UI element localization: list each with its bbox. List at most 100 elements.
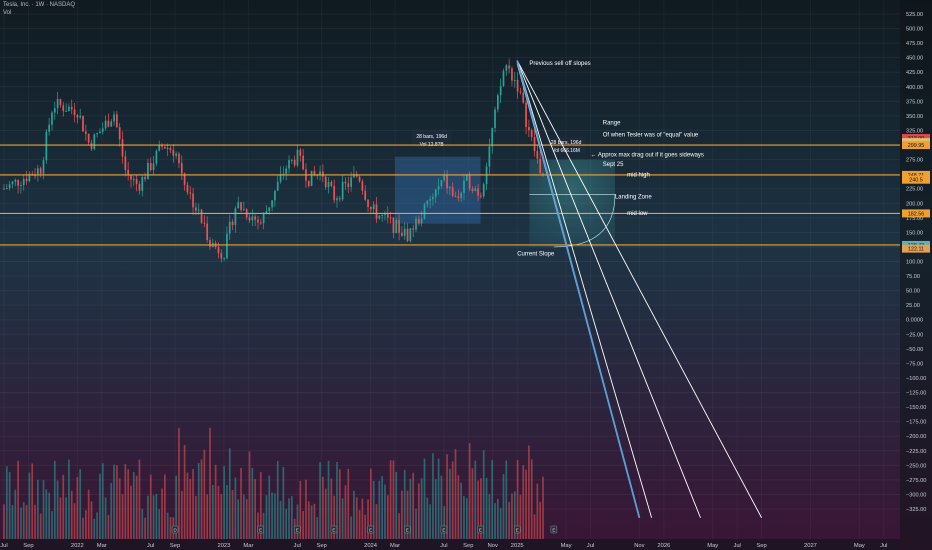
volume-bar [285, 508, 288, 539]
volume-bar [341, 498, 344, 539]
measure-label: 28 bars, 196d [551, 140, 582, 146]
price-tick-label: 175.00 [906, 216, 923, 222]
volume-bar [482, 450, 485, 539]
volume-bars [3, 427, 544, 539]
candle-body [138, 184, 141, 191]
price-tick-label: 275.00 [906, 158, 923, 164]
candle-body [429, 199, 431, 201]
candle-body [149, 162, 152, 171]
candle-body [197, 209, 200, 211]
chart-annotation: Of when Tesler was of "equal" value [603, 132, 699, 138]
price-axis[interactable]: 525.00 500.00 475.00 450.00 425.00 400.00 375.… [906, 12, 926, 513]
chart-annotation: Landing Zone [615, 195, 652, 201]
volume-bar [68, 459, 70, 539]
volume-bar [322, 476, 324, 539]
candle-body [417, 218, 420, 224]
volume-bar [471, 468, 474, 539]
time-axis-panel [0, 539, 900, 550]
candle-body [206, 223, 209, 241]
candle-body [79, 115, 82, 118]
candle-body [8, 184, 11, 188]
symbol-header[interactable]: Tesla, Inc. · 1W · NASDAQ [3, 2, 76, 8]
candle-body [519, 91, 522, 93]
volume-bar [398, 513, 400, 539]
volume-bar [180, 490, 183, 539]
volume-bar [130, 485, 132, 539]
event-marker [440, 525, 448, 534]
candle-body [141, 176, 144, 191]
volume-bar [42, 480, 45, 539]
event-marker-label: E [516, 528, 519, 533]
candle-body [530, 130, 533, 137]
time-tick-label: 2026 [657, 543, 670, 549]
volume-bar [370, 468, 372, 539]
candle-body [130, 175, 132, 180]
candle-body [237, 202, 240, 209]
volume-bar [39, 513, 42, 539]
volume-bar [104, 497, 107, 539]
candle-body [172, 150, 175, 156]
candle-body [457, 196, 460, 199]
candles [3, 58, 544, 263]
candle-body [333, 185, 336, 201]
time-tick-label: 2025 [511, 543, 524, 549]
time-tick-label: Sep [317, 543, 327, 549]
volume-bar [155, 493, 158, 539]
event-marker [513, 525, 521, 534]
volume-bar [420, 478, 423, 539]
time-tick-label: Sep [463, 543, 473, 549]
candle-body [254, 216, 257, 220]
volume-bar [299, 480, 302, 539]
volume-bar [412, 472, 415, 539]
candle-body [358, 176, 361, 182]
volume-bar [48, 492, 50, 539]
candle-body [220, 253, 223, 259]
candle-body [528, 127, 530, 131]
time-tick-label: May [707, 543, 718, 549]
candle-body [344, 181, 347, 184]
volume-bar [423, 458, 426, 539]
candle-body [403, 228, 406, 236]
volume-bar [525, 469, 527, 539]
candle-body [307, 180, 310, 187]
candle-body [189, 192, 192, 194]
event-marker-label: E [332, 528, 335, 533]
volume-bar [307, 501, 310, 539]
candle-body [296, 149, 299, 166]
event-marker-label: E [259, 528, 262, 533]
volume-bar [361, 498, 364, 539]
slope-line [516, 60, 762, 518]
candle-body [110, 121, 113, 127]
volume-bar [257, 512, 259, 539]
price-tick-label: 500.00 [906, 27, 923, 33]
volume-bar [330, 478, 333, 539]
candle-body [45, 131, 48, 161]
candle-body [147, 162, 149, 180]
price-tick-label: 375.00 [906, 99, 923, 105]
candle-body [412, 228, 415, 230]
volume-bar [480, 478, 482, 539]
candle-body [234, 208, 237, 226]
candle-body [268, 207, 271, 212]
measure-label-bg [411, 131, 452, 149]
price-tick-label: 0.0000 [906, 318, 923, 324]
volume-bar [451, 461, 454, 539]
price-tick-label: 50.00 [906, 289, 920, 295]
candle-body [508, 65, 510, 69]
volume-bar [310, 505, 313, 539]
time-axis[interactable]: Jul Sep 2022 Mar Jul Sep 2023 Mar Jul Sep 2024 Mar J… [0, 543, 887, 549]
volume-bar [25, 505, 28, 539]
volume-bar [70, 490, 73, 539]
volume-bar [76, 477, 79, 539]
price-badges: 312.00·299.95248.71240.5182.56128.43122.… [902, 134, 930, 253]
candle-body [178, 153, 180, 164]
candle-body [465, 175, 468, 181]
price-tick-label: −75.00 [906, 361, 923, 367]
time-tick-label: Jul [294, 543, 301, 549]
volume-bar [364, 514, 367, 539]
event-marker [550, 525, 558, 534]
volume-bar [234, 477, 237, 539]
